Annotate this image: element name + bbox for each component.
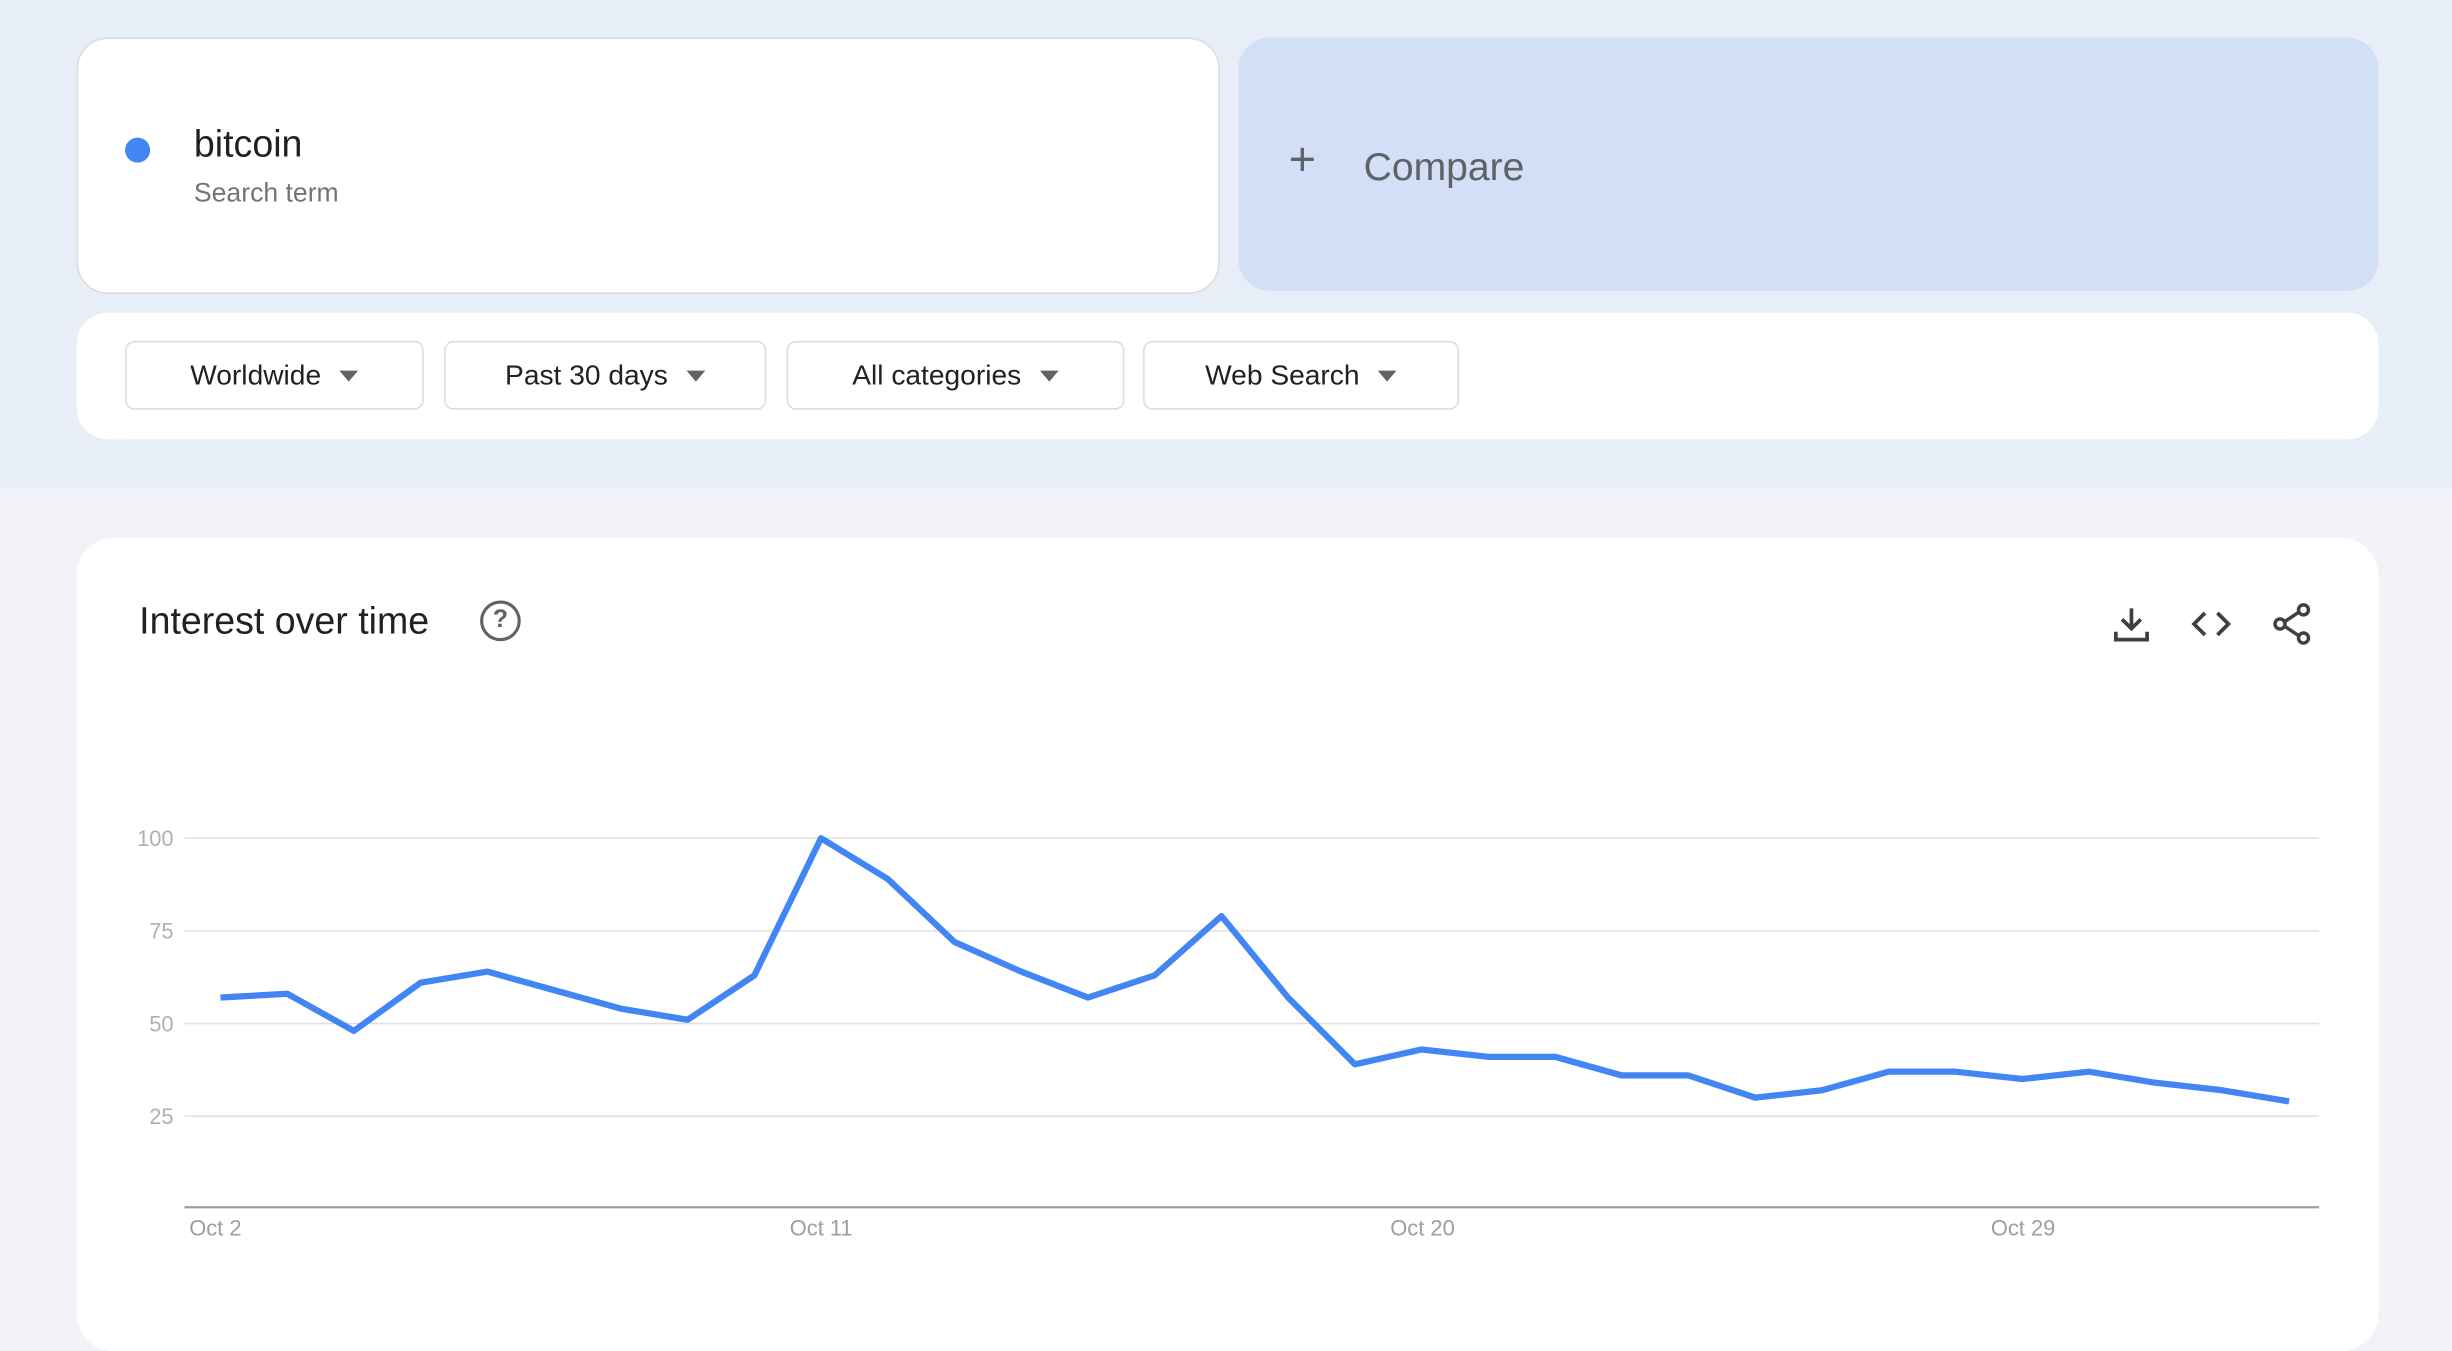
x-tick-label: Oct 29	[1991, 1215, 2055, 1240]
x-tick-label: Oct 20	[1390, 1215, 1454, 1240]
x-tick-label: Oct 11	[790, 1215, 853, 1240]
series-line	[220, 838, 2289, 1101]
y-tick-label: 50	[149, 1011, 173, 1036]
y-tick-label: 25	[149, 1104, 173, 1129]
interest-line-chart: 25 50 75 100 Oct 2 Oct 11 Oct 20 Oct 29	[0, 0, 2452, 1298]
y-tick-label: 100	[137, 826, 174, 851]
x-tick-label: Oct 2	[189, 1215, 241, 1240]
y-tick-label: 75	[149, 919, 173, 944]
